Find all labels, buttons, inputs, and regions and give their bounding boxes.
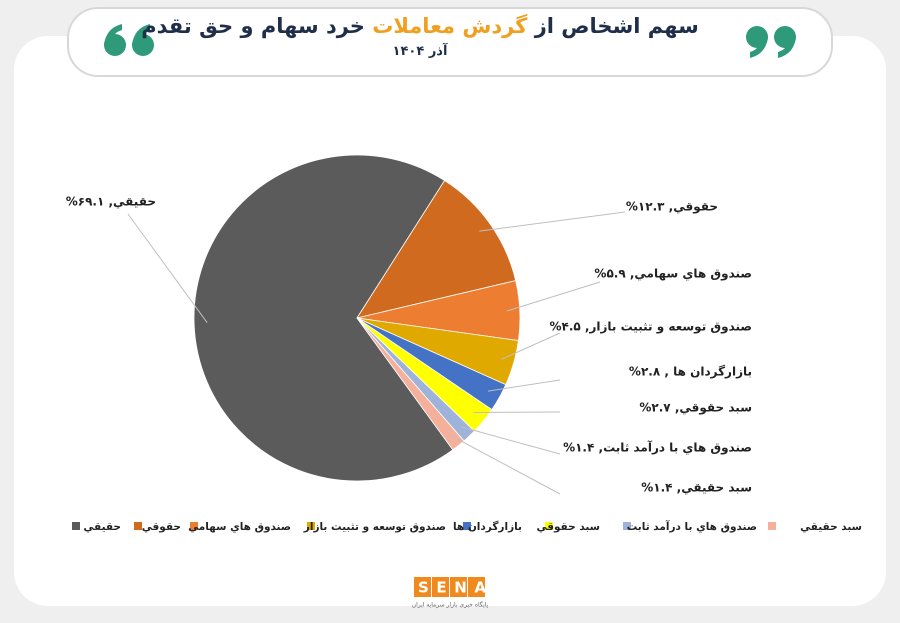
data-label: بازارگردان ها , ۲.۸% [629,365,752,379]
quote-left [104,24,154,56]
quote-right [746,26,796,58]
title-pill [67,7,833,77]
data-label: صندوق هاي سهامي, ۵.۹% [594,267,752,282]
data-label: حقوقي, ۱۲.۳% [626,200,718,215]
tagline: پایگاه خبری بازار سرمایه ایران [412,601,489,609]
title-part: خرد سهام و حق تقدم [141,14,365,38]
title-part: سهم اشخاص از [534,14,699,38]
legend-swatch [190,522,198,530]
legend-label: سبد حقيقي [800,521,862,533]
legend-swatch [307,522,315,530]
legend-label: صندوق هاي با درآمد ثابت [627,520,757,533]
leader-line [473,411,561,414]
data-label: صندوق هاي با درآمد ثابت, ۱.۴% [563,440,752,456]
legend-label: سبد حقوقي [536,521,600,533]
legend-swatch [463,522,471,530]
data-label: سبد حقيقي, ۱.۴% [641,481,752,495]
legend-swatch [623,522,631,530]
leader-line [500,332,561,360]
legend-swatch [134,522,142,530]
data-label: سبد حقوقي, ۲.۷% [639,401,752,416]
chart-title: سهم اشخاص از گردش معاملات خرد سهام و حق … [140,14,700,38]
legend-label: صندوق هاي سهامي [188,521,291,533]
legend-swatch [545,522,553,530]
leader-line [127,213,208,323]
pie-slice [193,154,454,482]
legend-swatch [768,522,776,530]
chart-subtitle: آذر ۱۴۰۴ [392,44,448,59]
leader-line [506,281,601,312]
logo-text: SENA [418,579,494,597]
legend-label: حقوقي [142,521,181,533]
legend-label: بازارگردان ها [453,520,522,533]
leader-line [450,434,561,495]
pie-slice [356,317,465,451]
data-label: حقيقي, ۶۹.۱% [66,195,156,209]
pie-slice [356,179,517,319]
legend-label: صندوق توسعه و تثبيت بازار [303,521,446,533]
logo: SENA پایگاه خبری بازار سرمایه ایران [412,577,494,609]
legend-swatch [72,522,80,530]
title-highlight: گردش معاملات [372,14,528,38]
leader-line [487,379,561,392]
data-label: صندوق توسعه و تثبيت بازار, ۴.۵% [550,320,753,335]
legend-label: حقيقي [83,521,121,533]
leader-line [460,426,561,455]
leader-line [479,211,626,232]
